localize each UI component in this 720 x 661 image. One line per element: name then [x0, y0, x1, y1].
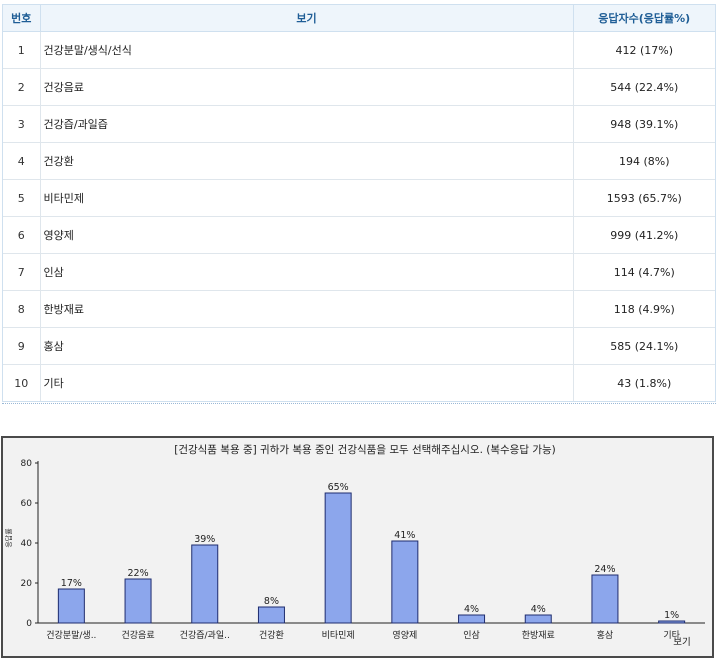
x-tick-label: 비타민제: [322, 630, 355, 641]
row-number: 10: [3, 364, 41, 401]
bar-value-label: 22%: [127, 568, 148, 579]
bar: [458, 614, 486, 624]
bar-value-label: 41%: [394, 530, 415, 541]
table-row: 5 비타민제 1593 (65.7%): [3, 179, 715, 217]
row-number: 4: [3, 142, 41, 180]
y-tick-label: 40: [21, 539, 33, 549]
bar-value-label: 39%: [194, 534, 215, 545]
y-tick-label: 60: [21, 499, 33, 509]
row-option-label: 인삼: [40, 253, 574, 291]
table-row: 9 홍삼 585 (24.1%): [3, 327, 715, 365]
x-tick-label: 건강즙/과일..: [180, 630, 230, 641]
x-tick-label: 인삼: [463, 630, 480, 641]
x-tick-label: 기타: [663, 630, 680, 641]
table-row: 4 건강환 194 (8%): [3, 142, 715, 180]
bar: [124, 578, 152, 624]
chart-title: [건강식품 복용 중] 귀하가 복용 중인 건강식품을 모두 선택해주십시오. …: [174, 443, 556, 456]
bar: [324, 492, 352, 624]
row-count: 118 (4.9%): [573, 290, 715, 328]
table-header-row: 번호 보기 응답자수(응답률%): [3, 5, 715, 32]
y-axis-label: 응답률: [4, 528, 13, 548]
bar: [658, 620, 686, 624]
x-tick-label: 홍삼: [597, 629, 614, 641]
bar: [191, 544, 219, 624]
row-count: 585 (24.1%): [573, 327, 715, 365]
x-axis-label: 보기: [673, 637, 690, 648]
y-tick-label: 0: [26, 619, 32, 629]
results-table-panel: 번호 보기 응답자수(응답률%) 1 건강분말/생식/선식 412 (17%) 2 건강…: [2, 4, 716, 404]
row-number: 1: [3, 31, 41, 69]
row-option-label: 영양제: [40, 216, 574, 254]
row-option-label: 홍삼: [40, 327, 574, 365]
row-option-label: 건강즙/과일즙: [40, 105, 574, 143]
row-option-label: 건강분말/생식/선식: [40, 31, 574, 69]
row-count: 412 (17%): [573, 31, 715, 69]
bar-value-label: 4%: [464, 604, 479, 615]
x-tick-label: 건강분말/생..: [46, 629, 96, 641]
row-number: 3: [3, 105, 41, 143]
row-option-label: 기타: [40, 364, 574, 401]
table-row: 2 건강음료 544 (22.4%): [3, 68, 715, 106]
x-tick-label: 한방재료: [522, 630, 555, 641]
row-number: 8: [3, 290, 41, 328]
bar-value-label: 1%: [664, 610, 679, 621]
header-option: 보기: [40, 5, 574, 32]
bar-chart: [건강식품 복용 중] 귀하가 복용 중인 건강식품을 모두 선택해주십시오. …: [4, 443, 705, 648]
table-row: 3 건강즙/과일즙 948 (39.1%): [3, 105, 715, 143]
row-option-label: 비타민제: [40, 179, 574, 217]
row-count: 1593 (65.7%): [573, 179, 715, 217]
table-body: 1 건강분말/생식/선식 412 (17%) 2 건강음료 544 (22.4%) 3 건강즙…: [3, 31, 715, 401]
header-number: 번호: [3, 5, 41, 32]
bar: [591, 574, 619, 624]
table-row: 8 한방재료 118 (4.9%): [3, 290, 715, 328]
bar: [257, 606, 285, 624]
table-row: 10 기타 43 (1.8%): [3, 364, 715, 401]
results-table: 번호 보기 응답자수(응답률%) 1 건강분말/생식/선식 412 (17%) 2 건강…: [3, 5, 715, 401]
bar: [57, 588, 85, 624]
bar-value-label: 17%: [61, 578, 82, 589]
row-option-label: 건강환: [40, 142, 574, 180]
bar: [391, 540, 419, 624]
row-number: 2: [3, 68, 41, 106]
bar-value-label: 65%: [328, 482, 349, 493]
bar-value-label: 24%: [594, 564, 615, 575]
row-option-label: 건강음료: [40, 68, 574, 106]
y-tick-label: 80: [21, 459, 33, 469]
chart-panel: [건강식품 복용 중] 귀하가 복용 중인 건강식품을 모두 선택해주십시오. …: [1, 436, 714, 658]
row-count: 544 (22.4%): [573, 68, 715, 106]
table-row: 6 영양제 999 (41.2%): [3, 216, 715, 254]
header-count: 응답자수(응답률%): [573, 5, 715, 32]
row-count: 948 (39.1%): [573, 105, 715, 143]
table-row: 7 인삼 114 (4.7%): [3, 253, 715, 291]
x-tick-label: 영양제: [392, 630, 417, 641]
x-tick-label: 건강환: [259, 629, 284, 641]
row-count: 114 (4.7%): [573, 253, 715, 291]
row-count: 999 (41.2%): [573, 216, 715, 254]
row-option-label: 한방재료: [40, 290, 574, 328]
table-row: 1 건강분말/생식/선식 412 (17%): [3, 31, 715, 69]
row-number: 6: [3, 216, 41, 254]
bar-value-label: 8%: [264, 596, 279, 607]
x-tick-label: 건강음료: [121, 630, 154, 641]
row-number: 7: [3, 253, 41, 291]
bar: [524, 614, 552, 624]
bar-value-label: 4%: [531, 604, 546, 615]
row-count: 43 (1.8%): [617, 376, 672, 390]
row-number: 9: [3, 327, 41, 365]
row-number: 5: [3, 179, 41, 217]
y-tick-label: 20: [21, 579, 33, 589]
row-count: 194 (8%): [573, 142, 715, 180]
